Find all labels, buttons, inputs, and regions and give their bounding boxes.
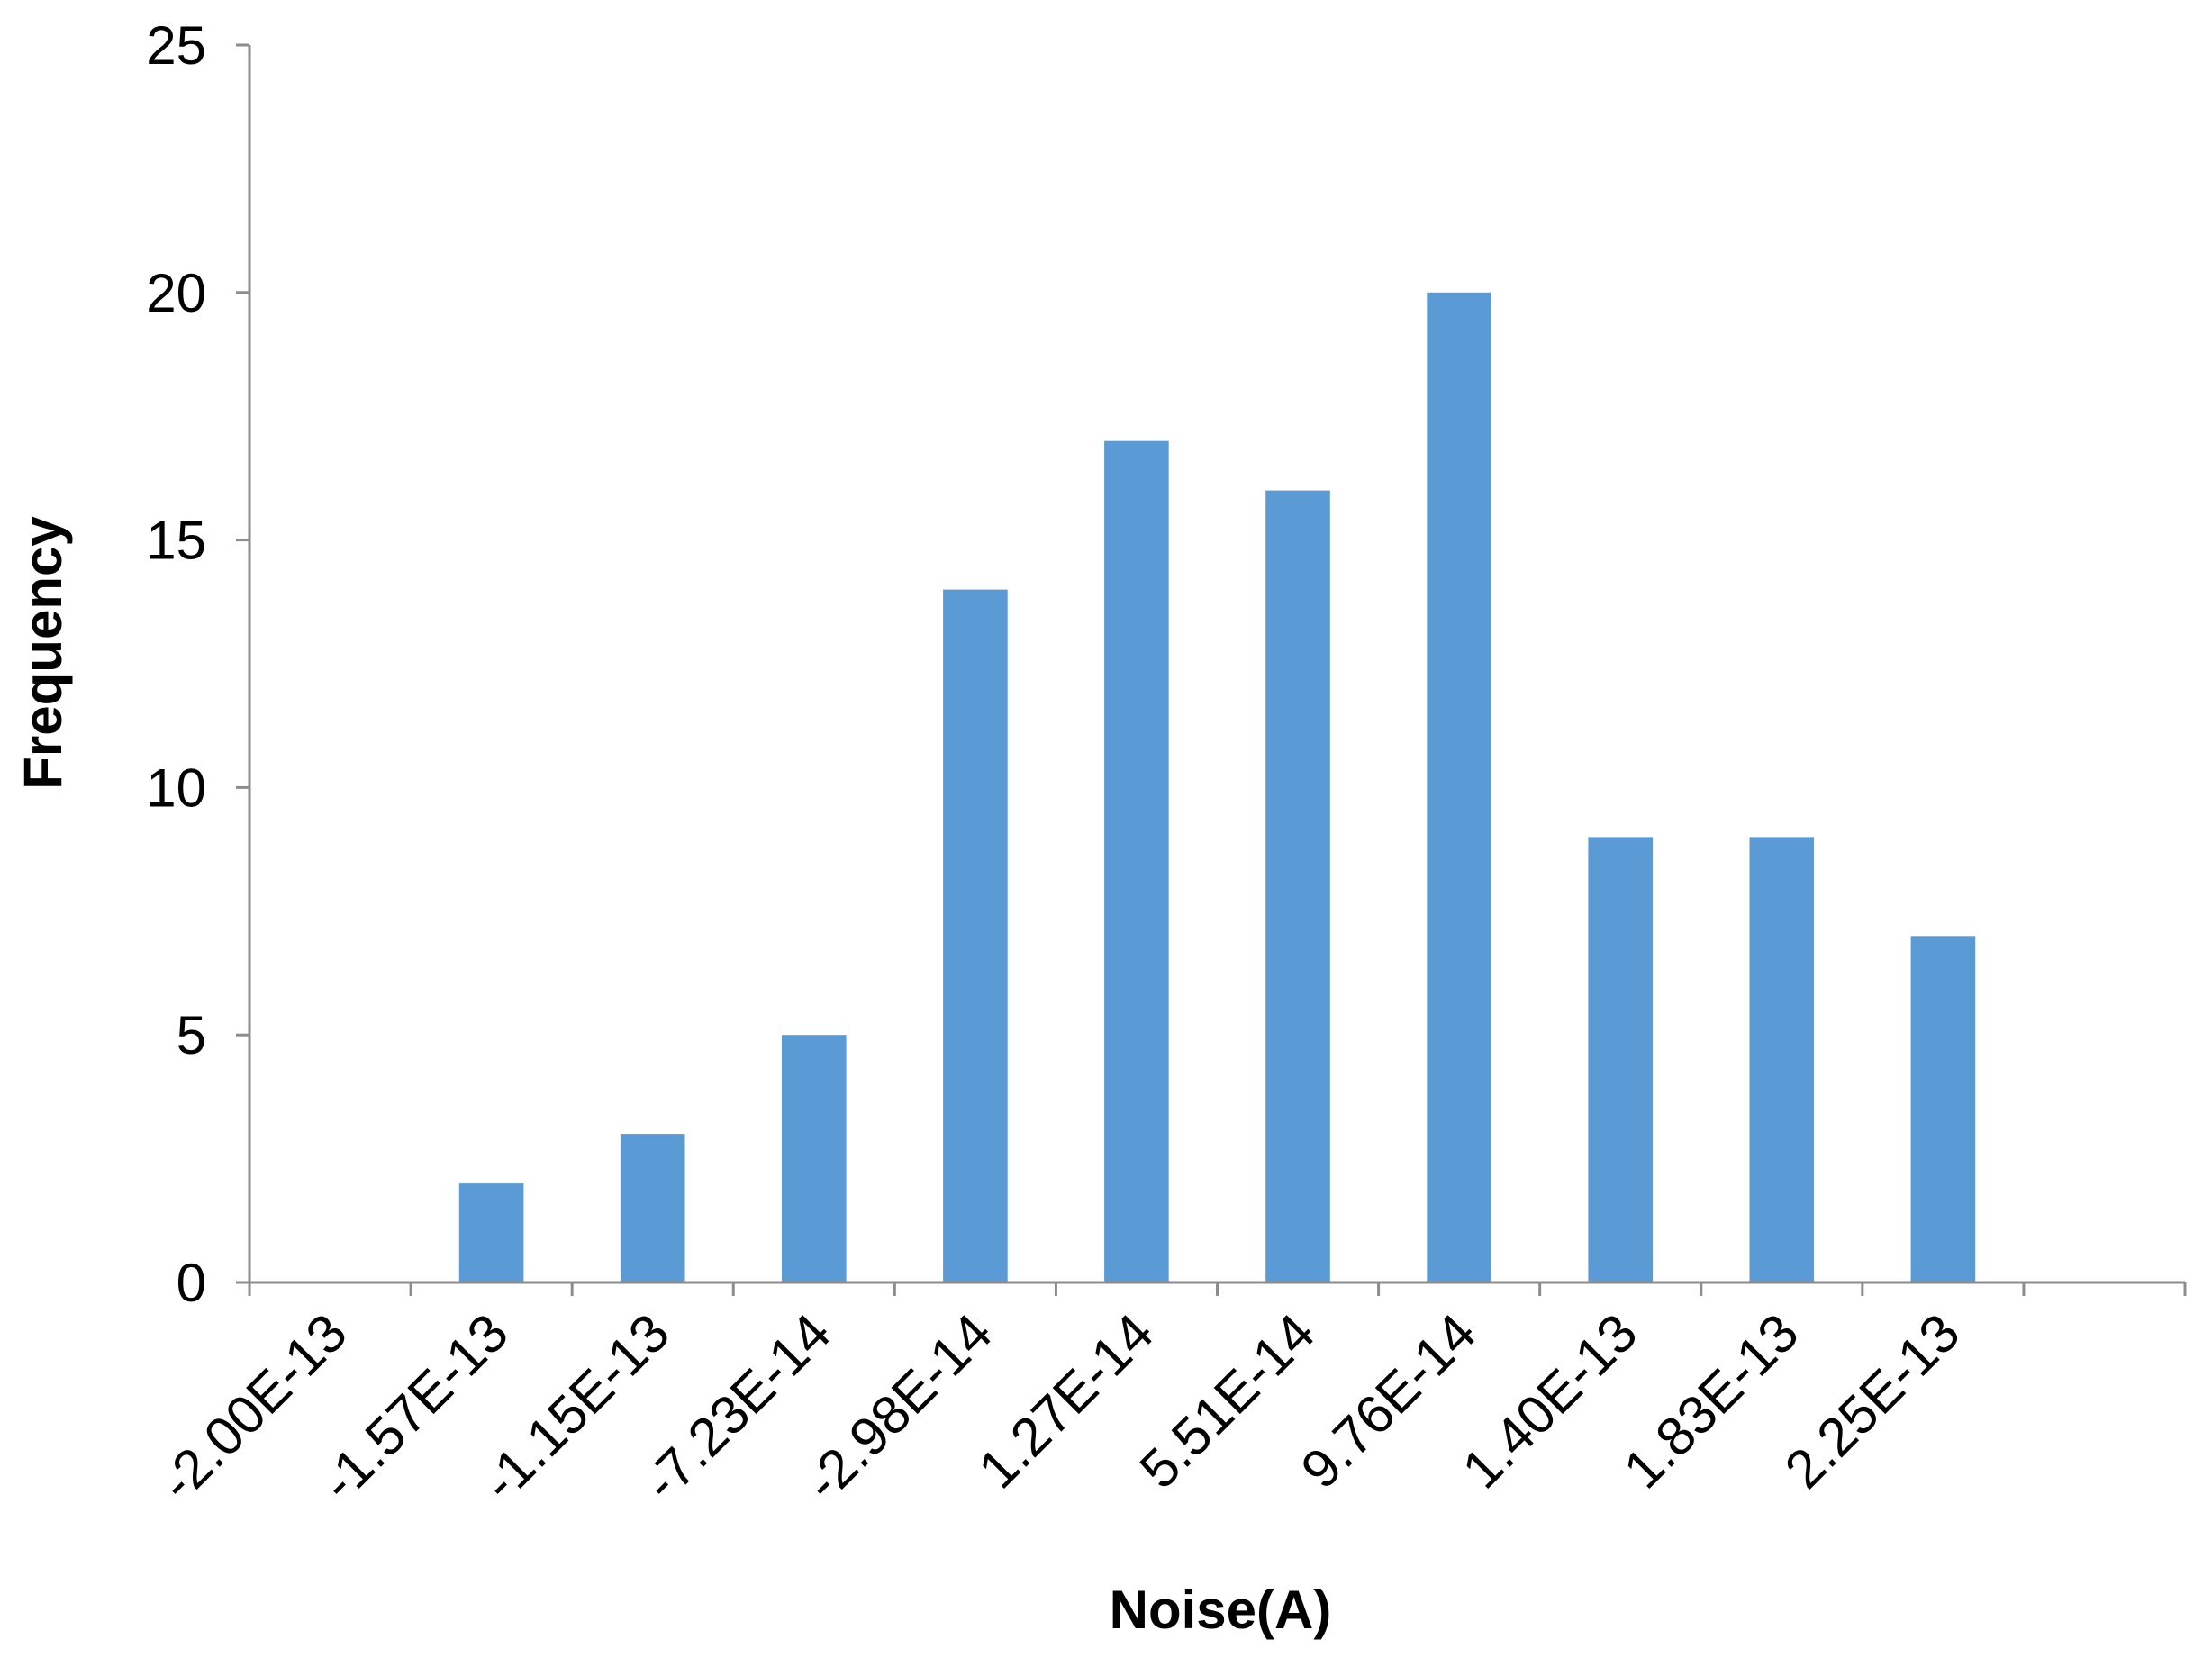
bar-8 [1588,837,1653,1282]
axes-group [236,43,2187,1296]
y-tick-labels: 0 5 10 15 20 25 [146,15,206,1313]
y-tick-label-0: 0 [177,1253,206,1313]
bar-7 [1427,292,1491,1282]
x-tick-label-6: 5.51E-14 [1129,1302,1327,1500]
bars-group [458,292,1976,1282]
x-tick-label-9: 1.83E-13 [1612,1302,1810,1500]
bar-2 [620,1134,685,1282]
y-tick-label-4: 20 [146,263,206,323]
x-tick-label-10: 2.25E-13 [1773,1302,1972,1500]
bar-3 [782,1035,847,1282]
x-axis-title: Noise(A) [1110,1580,1332,1640]
y-axis-title: Frequency [13,516,73,790]
bar-5 [1104,440,1169,1282]
bar-9 [1749,837,1815,1282]
y-tick-label-3: 15 [146,511,206,571]
y-tick-label-1: 5 [177,1005,206,1065]
y-tick-label-2: 10 [146,757,206,818]
y-tick-label-5: 25 [146,15,206,76]
bar-1 [458,1183,524,1282]
bar-6 [1265,490,1330,1282]
x-tick-label-8: 1.40E-13 [1451,1302,1649,1500]
bar-10 [1910,936,1976,1282]
x-tick-label-5: 1.27E-14 [967,1302,1165,1500]
x-tick-labels: -2.00E-13-1.57E-13-1.15E-13-7.23E-14-2.9… [148,1302,1972,1513]
bar-4 [943,589,1008,1282]
x-tick-label-7: 9.76E-14 [1290,1302,1488,1500]
